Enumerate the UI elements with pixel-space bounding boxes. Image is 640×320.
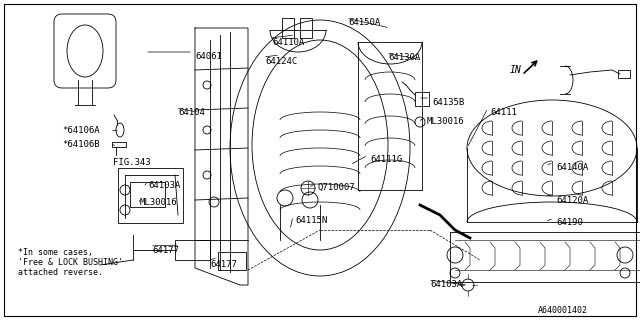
Text: 64135B: 64135B (432, 98, 464, 107)
Text: 64103A: 64103A (148, 181, 180, 190)
Text: 64177: 64177 (210, 260, 237, 269)
Text: 64061: 64061 (195, 52, 222, 61)
Bar (112, 142, 126, 147)
Text: 64111: 64111 (490, 108, 517, 117)
Text: 'Free & LOCK BUSHING': 'Free & LOCK BUSHING' (18, 258, 123, 267)
Text: 64120A: 64120A (556, 196, 588, 205)
Text: 64190: 64190 (556, 218, 583, 227)
Text: 64111G: 64111G (370, 155, 403, 164)
Text: attached reverse.: attached reverse. (18, 268, 103, 277)
Text: FIG.343: FIG.343 (113, 158, 150, 167)
Text: *In some cases,: *In some cases, (18, 248, 93, 257)
Text: 64130A: 64130A (388, 53, 420, 62)
Text: 64115N: 64115N (295, 216, 327, 225)
Bar (118, 168, 183, 223)
Bar (218, 252, 246, 270)
Bar (300, 18, 312, 38)
Text: *64106B: *64106B (62, 140, 100, 149)
Text: *64106A: *64106A (62, 126, 100, 135)
Bar (618, 70, 630, 78)
Text: 64103A: 64103A (430, 280, 462, 289)
Text: 64140A: 64140A (556, 163, 588, 172)
Text: 64110A: 64110A (272, 38, 304, 47)
Text: A640001402: A640001402 (538, 306, 588, 315)
Bar (450, 232, 640, 282)
Bar (175, 240, 210, 260)
Bar (130, 182, 165, 207)
Text: 64124C: 64124C (265, 57, 297, 66)
Bar (282, 18, 294, 38)
Text: Q710007: Q710007 (318, 183, 356, 192)
Bar (415, 92, 429, 106)
Text: 64104: 64104 (178, 108, 205, 117)
Text: ML30016: ML30016 (427, 117, 465, 126)
Text: IN: IN (510, 65, 522, 75)
Text: 64177: 64177 (152, 246, 179, 255)
Text: ML30016: ML30016 (140, 198, 178, 207)
Text: 64150A: 64150A (348, 18, 380, 27)
